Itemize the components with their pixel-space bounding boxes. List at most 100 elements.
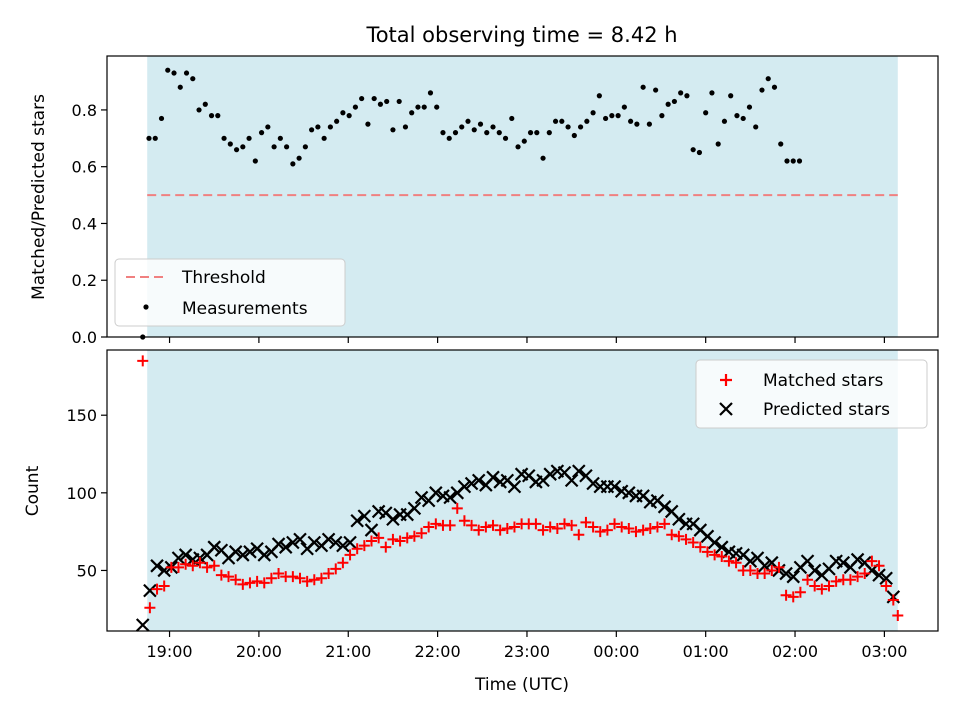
measurement-point — [484, 130, 490, 136]
measurement-point — [559, 118, 565, 124]
matched-star-point — [823, 580, 835, 592]
measurement-point — [678, 90, 684, 96]
measurement-point — [183, 70, 190, 76]
predicted-star-point — [207, 540, 222, 554]
predicted-star-point — [622, 486, 636, 500]
measurement-point — [603, 115, 609, 122]
measurement-point — [346, 113, 352, 119]
measurement-point — [584, 118, 590, 124]
top-x-ticks — [168, 337, 885, 343]
matched-star-point — [344, 549, 356, 561]
matched-star-point — [716, 550, 728, 562]
top-y-axis-label: Matched/Predicted stars — [29, 94, 49, 300]
matched-star-point — [601, 524, 613, 536]
top-axes-frame — [106, 55, 939, 338]
top-y-tick-label: 0.2 — [72, 271, 97, 290]
measurement-point — [684, 93, 690, 99]
predicted-star-point — [607, 479, 622, 494]
measurement-point — [790, 158, 796, 164]
matched-star-point — [651, 521, 663, 533]
matched-star-point — [830, 575, 842, 587]
measurement-point — [659, 113, 665, 119]
bottom-y-ticks: 50 100 150 — [66, 406, 107, 580]
matched-star-point — [802, 574, 814, 586]
measurement-point — [415, 104, 421, 110]
measurement-point — [759, 87, 765, 93]
measurement-point — [496, 130, 502, 136]
measurement-point — [596, 93, 602, 99]
matched-star-point — [730, 557, 742, 569]
matched-star-point — [158, 580, 170, 592]
matched-star-point — [666, 529, 678, 541]
predicted-star-point — [293, 532, 307, 547]
predicted-star-point — [443, 490, 457, 505]
predicted-star-point — [178, 548, 193, 562]
predicted-star-point — [486, 470, 500, 485]
top-measurement-points — [140, 67, 803, 340]
predicted-star-point — [271, 537, 286, 551]
matched-star-point — [408, 530, 420, 542]
predicted-star-point — [328, 535, 343, 550]
matched-star-point — [358, 540, 370, 552]
measurement-point — [252, 158, 258, 164]
measurement-point — [452, 130, 459, 136]
measurement-point — [665, 101, 671, 107]
measurement-point — [571, 132, 577, 139]
predicted-star-point — [407, 501, 422, 516]
predicted-star-point — [586, 476, 600, 491]
predicted-star-point — [872, 568, 886, 582]
matched-stars-points — [137, 355, 904, 621]
predicted-star-point — [135, 618, 150, 632]
predicted-star-point — [386, 512, 400, 526]
measurement-point — [440, 130, 446, 136]
measurement-point — [721, 118, 728, 124]
measurement-point — [246, 135, 252, 141]
measurement-point — [521, 138, 527, 144]
predicted-star-point — [150, 559, 164, 573]
measurement-point — [796, 158, 803, 164]
measurement-point — [409, 110, 415, 116]
predicted-star-point — [672, 512, 686, 526]
predicted-star-point — [228, 545, 243, 559]
matched-star-point — [566, 519, 578, 531]
measurement-point — [552, 118, 559, 124]
matched-star-point — [587, 521, 599, 533]
measurement-point — [690, 147, 696, 153]
measurement-point — [384, 98, 390, 105]
matched-star-point — [723, 555, 735, 567]
measurement-point — [321, 135, 327, 141]
measurement-point — [177, 84, 183, 90]
measurement-point — [296, 155, 302, 161]
matched-star-point — [709, 549, 721, 561]
bottom-y-tick-label: 50 — [77, 561, 97, 580]
measurement-point — [340, 110, 346, 116]
predicted-star-point — [572, 464, 586, 478]
matched-star-point — [473, 524, 485, 536]
measurement-point — [765, 76, 771, 82]
predicted-star-point — [429, 486, 443, 500]
predicted-star-point — [786, 569, 801, 584]
matched-legend-label: Matched stars — [763, 371, 883, 391]
top-legend-box — [114, 258, 346, 327]
measurement-point — [471, 127, 477, 133]
top-y-ticks: 0.0 0.2 0.4 0.6 0.8 — [72, 101, 107, 347]
measurement-point — [309, 127, 315, 133]
predicted-star-point — [364, 523, 379, 537]
measurement-point — [746, 104, 753, 110]
predicted-star-point — [800, 554, 815, 568]
bottom-y-axis-label: Count — [23, 465, 43, 516]
predicted-star-point — [543, 467, 557, 481]
matched-star-point — [401, 532, 413, 544]
matched-star-point — [230, 574, 242, 586]
matched-star-point — [501, 523, 513, 535]
measurement-point — [784, 158, 790, 164]
matched-star-point — [323, 568, 335, 580]
measurement-point — [215, 113, 221, 119]
matched-star-point — [315, 572, 327, 584]
measurement-point — [258, 130, 265, 136]
measurement-point — [671, 98, 678, 105]
predicted-star-point — [257, 548, 272, 562]
measurement-point — [477, 121, 484, 127]
top-y-tick-label: 0.8 — [72, 101, 97, 120]
matched-star-point — [194, 557, 206, 569]
